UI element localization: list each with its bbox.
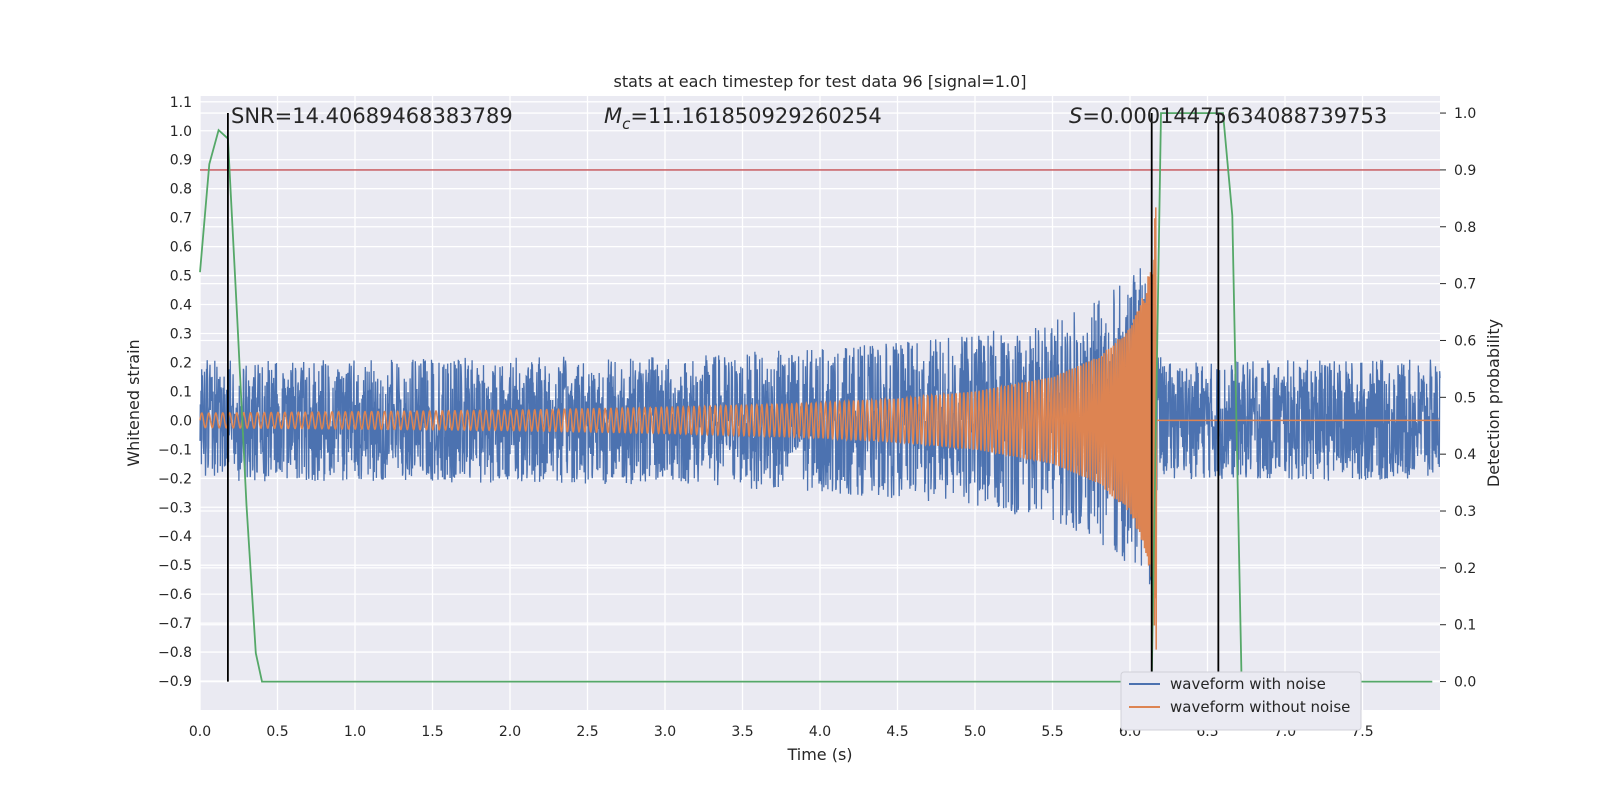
data-traces (199, 207, 1441, 650)
y-tick-label: 1.0 (170, 124, 192, 140)
y-tick-label: 0.5 (170, 269, 192, 285)
legend: waveform with noise waveform without noi… (1120, 671, 1362, 731)
y-tick-label: −0.5 (158, 558, 192, 574)
y2-tick-label: 0.3 (1454, 504, 1476, 520)
y2-tick-label: 0.7 (1454, 277, 1476, 293)
y2-tick-label: 0.9 (1454, 163, 1476, 179)
x-axis-label: Time (s) (786, 745, 852, 764)
legend-label-noise: waveform with noise (1170, 675, 1326, 693)
x-tick-label: 3.5 (731, 724, 753, 740)
y-axis-ticks: −0.9 −0.8 −0.7 −0.6 −0.5 −0.4 −0.3 −0.2 −0.1 0.0 0… (158, 95, 192, 690)
y2-tick-label: 0.0 (1454, 675, 1476, 691)
x-tick-label: 2.0 (499, 724, 521, 740)
s-annotation: S=0.00014475634088739753 (1069, 104, 1387, 128)
x-tick-label: 5.5 (1041, 724, 1063, 740)
snr-annotation: SNR=14.40689468383789 (231, 104, 513, 128)
y2-tick-label: 0.6 (1454, 333, 1476, 349)
y2-tick-label: 0.8 (1454, 220, 1476, 236)
chirp-mass-annotation: Mc=11.161850929260254 (604, 104, 882, 133)
y-axis-label: Whitened strain (124, 339, 143, 466)
x-tick-label: 1.0 (344, 724, 366, 740)
y2-tick-label: 0.1 (1454, 618, 1476, 634)
x-tick-label: 0.0 (189, 724, 211, 740)
y-tick-label: 0.7 (170, 211, 192, 227)
y-tick-label: −0.7 (158, 616, 192, 632)
chirp-mass-subscript: c (622, 115, 631, 133)
chirp-mass-value: =11.161850929260254 (630, 104, 881, 128)
y2-tick-label: 0.5 (1454, 390, 1476, 406)
chirp-mass-symbol: M (604, 104, 622, 128)
y-tick-label: 0.1 (170, 384, 192, 400)
y-tick-label: 0.2 (170, 355, 192, 371)
y2-tick-label: 0.2 (1454, 561, 1476, 577)
s-symbol: S (1069, 104, 1082, 128)
y-tick-label: 1.1 (170, 95, 192, 111)
y-tick-label: 0.6 (170, 240, 192, 256)
x-tick-label: 5.0 (964, 724, 986, 740)
y-tick-label: 0.8 (170, 182, 192, 198)
chart-title: stats at each timestep for test data 96 … (614, 72, 1027, 91)
y-tick-label: −0.6 (158, 587, 192, 603)
s-value: =0.00014475634088739753 (1082, 104, 1387, 128)
y2-axis-label: Detection probability (1484, 319, 1503, 487)
y-tick-label: 0.4 (170, 298, 192, 314)
y-tick-label: −0.1 (158, 442, 192, 458)
y2-axis-ticks: 0.0 0.1 0.2 0.3 0.4 0.5 0.6 0.7 0.8 0.9 1.0 (1440, 106, 1476, 691)
y-tick-label: −0.4 (158, 529, 192, 545)
legend-box (1120, 671, 1362, 731)
y-tick-label: −0.8 (158, 645, 192, 661)
y-tick-label: −0.3 (158, 500, 192, 516)
y-tick-label: 0.3 (170, 326, 192, 342)
x-tick-label: 0.5 (266, 724, 288, 740)
x-tick-label: 2.5 (576, 724, 598, 740)
y-tick-label: 0.9 (170, 153, 192, 169)
y-tick-label: 0.0 (170, 413, 192, 429)
detection-probability-line (199, 112, 1433, 683)
x-tick-label: 1.5 (421, 724, 443, 740)
x-tick-label: 4.0 (809, 724, 831, 740)
y-tick-label: −0.2 (158, 471, 192, 487)
y-tick-label: −0.9 (158, 674, 192, 690)
noisy-waveform-line (199, 268, 1441, 585)
x-tick-label: 4.5 (886, 724, 908, 740)
clean-waveform-line (199, 207, 1440, 650)
y2-tick-label: 1.0 (1454, 106, 1476, 122)
x-tick-label: 3.0 (654, 724, 676, 740)
overlays (199, 112, 1440, 683)
legend-label-clean: waveform without noise (1170, 698, 1350, 716)
y2-tick-label: 0.4 (1454, 447, 1476, 463)
